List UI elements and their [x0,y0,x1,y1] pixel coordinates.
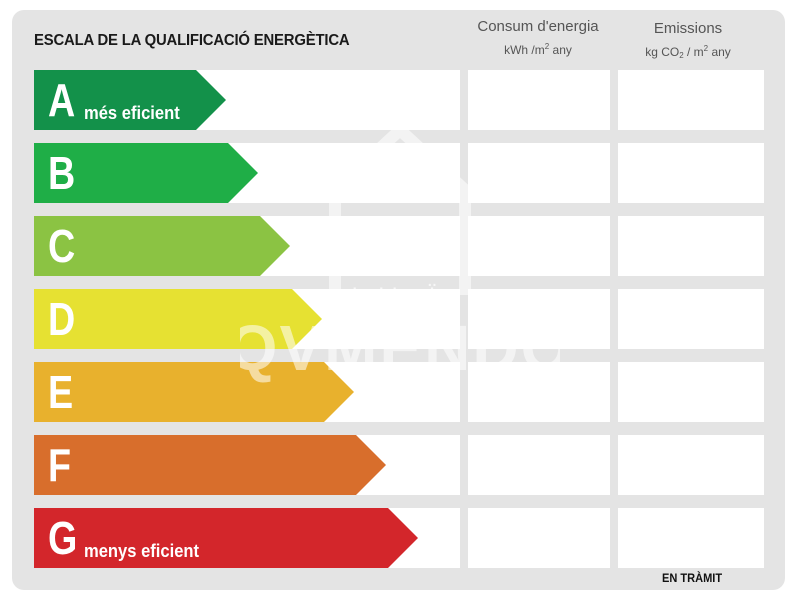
rating-arrow-g: G menys eficient [34,508,418,568]
emissions-cell [618,70,764,130]
certificate-status: EN TRÀMIT [662,571,723,585]
consumption-title: Consum d'energia [477,18,599,35]
rating-arrow-e: E [34,362,354,422]
rating-letter: E [48,366,74,418]
emissions-unit-exp: 2 [703,44,709,53]
emissions-cell [618,362,764,422]
emissions-unit: kg CO2 / m2 any [616,41,760,64]
emissions-cell [618,435,764,495]
rating-label: menys eficient [84,541,200,561]
rating-letter: D [48,293,76,345]
emissions-unit-sub: 2 [679,51,684,60]
emissions-cell [618,508,764,568]
consumption-cell [468,362,610,422]
consumption-cell [468,143,610,203]
emissions-cell [618,216,764,276]
rating-letter: A [48,74,76,126]
emissions-column-header: Emissions kg CO2 / m2 any [616,20,760,64]
rating-letter: G [48,512,78,564]
emissions-unit-suffix: any [708,45,731,59]
emissions-cell [618,289,764,349]
rating-arrow-d: D [34,289,322,349]
consumption-cell [468,216,610,276]
consumption-cell [468,70,610,130]
rating-arrow-f: F [34,435,386,495]
rating-letter: B [48,147,76,199]
rating-label: més eficient [84,103,180,123]
rating-letter: F [48,439,72,491]
emissions-cell [618,143,764,203]
consumption-unit: kWh /m2 any [466,39,610,58]
label-title: ESCALA DE LA QUALIFICACIÓ ENERGÈTICA [34,32,350,49]
rating-letter: C [48,220,76,272]
consumption-unit-suffix: any [549,43,572,57]
consumption-cell [468,435,610,495]
rating-arrow-a: A més eficient [34,70,226,130]
consumption-column-header: Consum d'energia kWh /m2 any [466,18,610,58]
consumption-cell [468,508,610,568]
consumption-unit-exp: 2 [544,42,550,51]
consumption-unit-prefix: kWh /m [504,43,545,57]
rating-arrow-c: C [34,216,290,276]
emissions-unit-prefix: kg CO [645,45,680,59]
emissions-title: Emissions [653,20,723,37]
consumption-cell [468,289,610,349]
emissions-unit-mid: / m [683,45,704,59]
rating-arrow-b: B [34,143,258,203]
